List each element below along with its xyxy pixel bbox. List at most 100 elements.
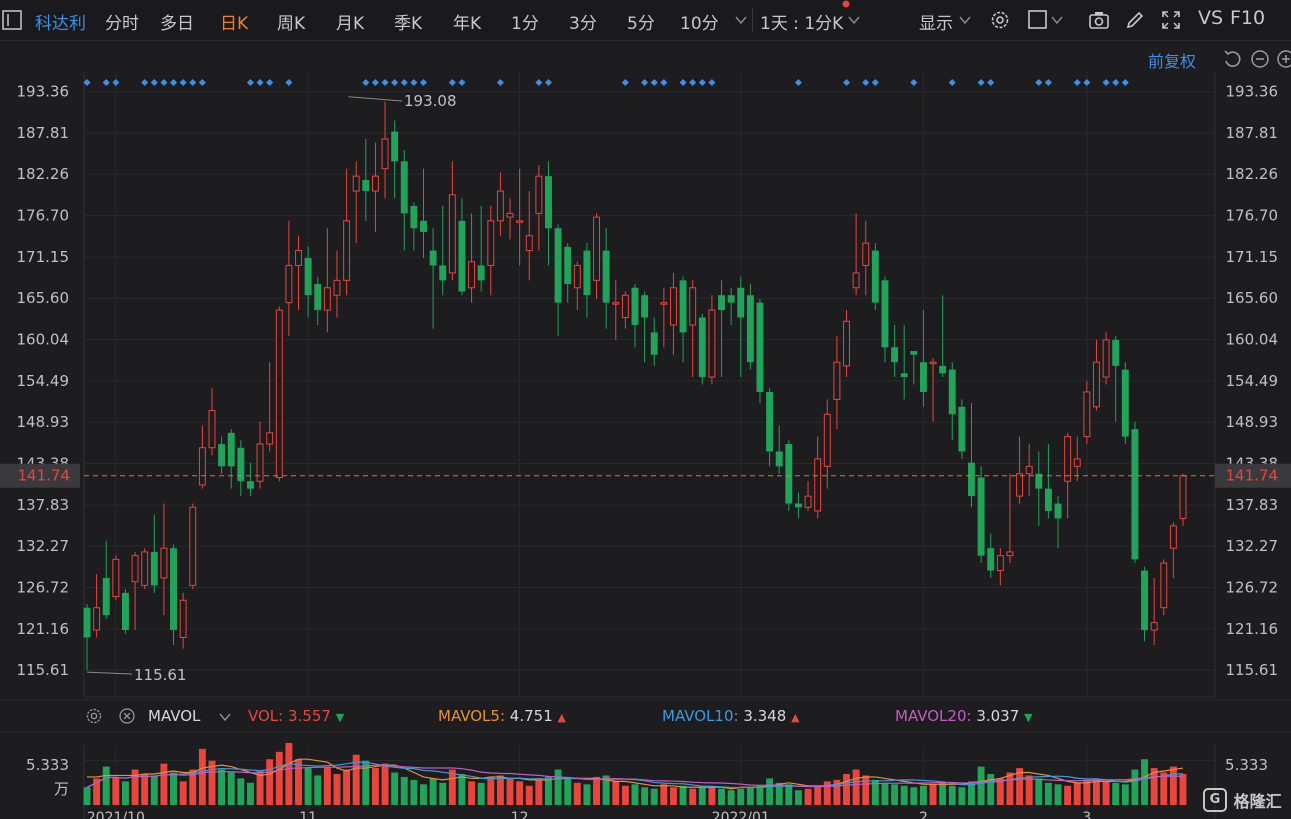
event-marker-icon xyxy=(987,78,995,87)
stock-name[interactable]: 科达利 xyxy=(35,14,86,34)
volume-bar xyxy=(727,790,735,805)
event-marker-icon xyxy=(698,78,706,87)
volume-bar xyxy=(1044,782,1052,805)
volume-bar xyxy=(891,784,899,805)
volume-bar xyxy=(1064,785,1072,805)
tab-6[interactable]: 年K xyxy=(453,14,482,34)
candle-body xyxy=(179,599,187,638)
volume-indicator-select[interactable]: MAVOL xyxy=(148,707,201,725)
layout-square-icon[interactable] xyxy=(1027,9,1049,31)
layout-chevron-icon[interactable] xyxy=(1050,13,1064,27)
volume-settings-gear-icon[interactable] xyxy=(85,707,103,725)
volume-bar xyxy=(583,784,591,805)
volume-bar xyxy=(621,785,629,805)
vs-compare-button[interactable]: VS xyxy=(1198,7,1224,29)
volume-bar xyxy=(698,787,706,805)
candle-body xyxy=(256,443,264,482)
event-marker-icon xyxy=(977,78,985,87)
volume-bar xyxy=(295,759,302,805)
candle-body xyxy=(102,577,110,616)
indicator-chevron-icon[interactable] xyxy=(218,710,232,724)
volume-bar xyxy=(160,763,168,805)
volume-bar xyxy=(1035,778,1043,805)
volume-bar xyxy=(218,769,226,805)
volume-bar xyxy=(554,769,562,805)
event-marker-icon xyxy=(1044,78,1052,87)
volume-bar xyxy=(746,787,754,805)
tab-1[interactable]: 多日 xyxy=(160,14,194,34)
volume-bar xyxy=(410,779,418,805)
volume-bar xyxy=(1093,778,1100,805)
candle-body xyxy=(506,212,514,218)
candle-body xyxy=(275,309,283,479)
candle-body xyxy=(1044,488,1052,511)
sidebar-toggle-icon[interactable] xyxy=(2,10,22,30)
tab-3[interactable]: 周K xyxy=(277,14,306,34)
volume-bar xyxy=(208,760,216,805)
candle-body xyxy=(554,228,562,303)
volume-bar xyxy=(669,787,677,805)
candle-body xyxy=(112,558,120,598)
zoom-out-icon[interactable] xyxy=(1250,49,1270,69)
volume-bar xyxy=(141,773,149,805)
display-menu[interactable]: 显示 xyxy=(919,14,953,34)
volume-bar xyxy=(689,788,697,805)
candle-body xyxy=(968,462,975,497)
volume-close-icon[interactable] xyxy=(118,707,136,725)
price-tick-label-right: 137.83 xyxy=(1226,496,1279,514)
zoom-in-icon[interactable] xyxy=(1276,49,1291,69)
volume-bar xyxy=(910,787,918,805)
candle-body xyxy=(708,309,716,378)
candle-body xyxy=(304,258,312,296)
tab-0[interactable]: 分时 xyxy=(105,14,139,34)
price-tick-label-left: 187.81 xyxy=(17,124,70,142)
candle-body xyxy=(333,279,341,296)
volume-bar xyxy=(429,778,437,805)
pen-draw-icon[interactable] xyxy=(1124,9,1146,31)
tab-7[interactable]: 1分 xyxy=(511,14,539,34)
camera-icon[interactable] xyxy=(1088,9,1110,31)
event-marker-icon xyxy=(496,78,504,87)
settings-gear-icon[interactable] xyxy=(989,9,1011,31)
candle-body xyxy=(1006,551,1014,557)
candle-body xyxy=(237,447,245,482)
interval-select[interactable]: 1天 : 1分K xyxy=(760,14,844,34)
tab-5[interactable]: 季K xyxy=(394,14,423,34)
display-chevron-icon[interactable] xyxy=(958,13,972,27)
volume-bar xyxy=(256,771,264,805)
volume-bar xyxy=(179,781,187,805)
f10-button[interactable]: F10 xyxy=(1230,7,1266,29)
tab-8[interactable]: 3分 xyxy=(569,14,597,34)
tab-4[interactable]: 月K xyxy=(336,14,365,34)
candle-body xyxy=(314,284,322,311)
min-price-annotation: 115.61 xyxy=(134,666,187,684)
volume-bar xyxy=(468,781,476,805)
mavol20-line xyxy=(86,764,1183,788)
interval-chevron-icon[interactable] xyxy=(847,13,861,27)
candle-body xyxy=(650,332,658,355)
volume-bar xyxy=(737,788,745,805)
candle-body xyxy=(141,551,149,586)
tab-10[interactable]: 10分 xyxy=(680,14,719,34)
adjust-mode-button[interactable]: 前复权 xyxy=(1148,52,1197,71)
fullscreen-icon[interactable] xyxy=(1160,9,1182,31)
volume-bar xyxy=(150,775,158,805)
tab-2[interactable]: 日K xyxy=(220,14,249,34)
candle-body xyxy=(612,302,620,305)
chevron-down-icon[interactable] xyxy=(734,13,748,27)
volume-axis-label-left: 5.333 xyxy=(26,756,69,774)
tab-9[interactable]: 5分 xyxy=(627,14,655,34)
vol-legend: VOL: 3.557 ▼ xyxy=(248,707,345,725)
volume-bar xyxy=(929,784,937,805)
event-marker-icon xyxy=(169,78,178,87)
candle-body xyxy=(910,351,918,355)
reset-icon[interactable] xyxy=(1222,49,1242,69)
event-marker-icon xyxy=(621,78,629,87)
candle-body xyxy=(439,265,447,281)
price-tick-label-left: 137.83 xyxy=(17,496,70,514)
candle-body xyxy=(208,410,216,449)
volume-bar xyxy=(1102,781,1110,805)
date-tick-label: 2021/10 xyxy=(87,810,145,819)
volume-bar xyxy=(919,785,927,805)
